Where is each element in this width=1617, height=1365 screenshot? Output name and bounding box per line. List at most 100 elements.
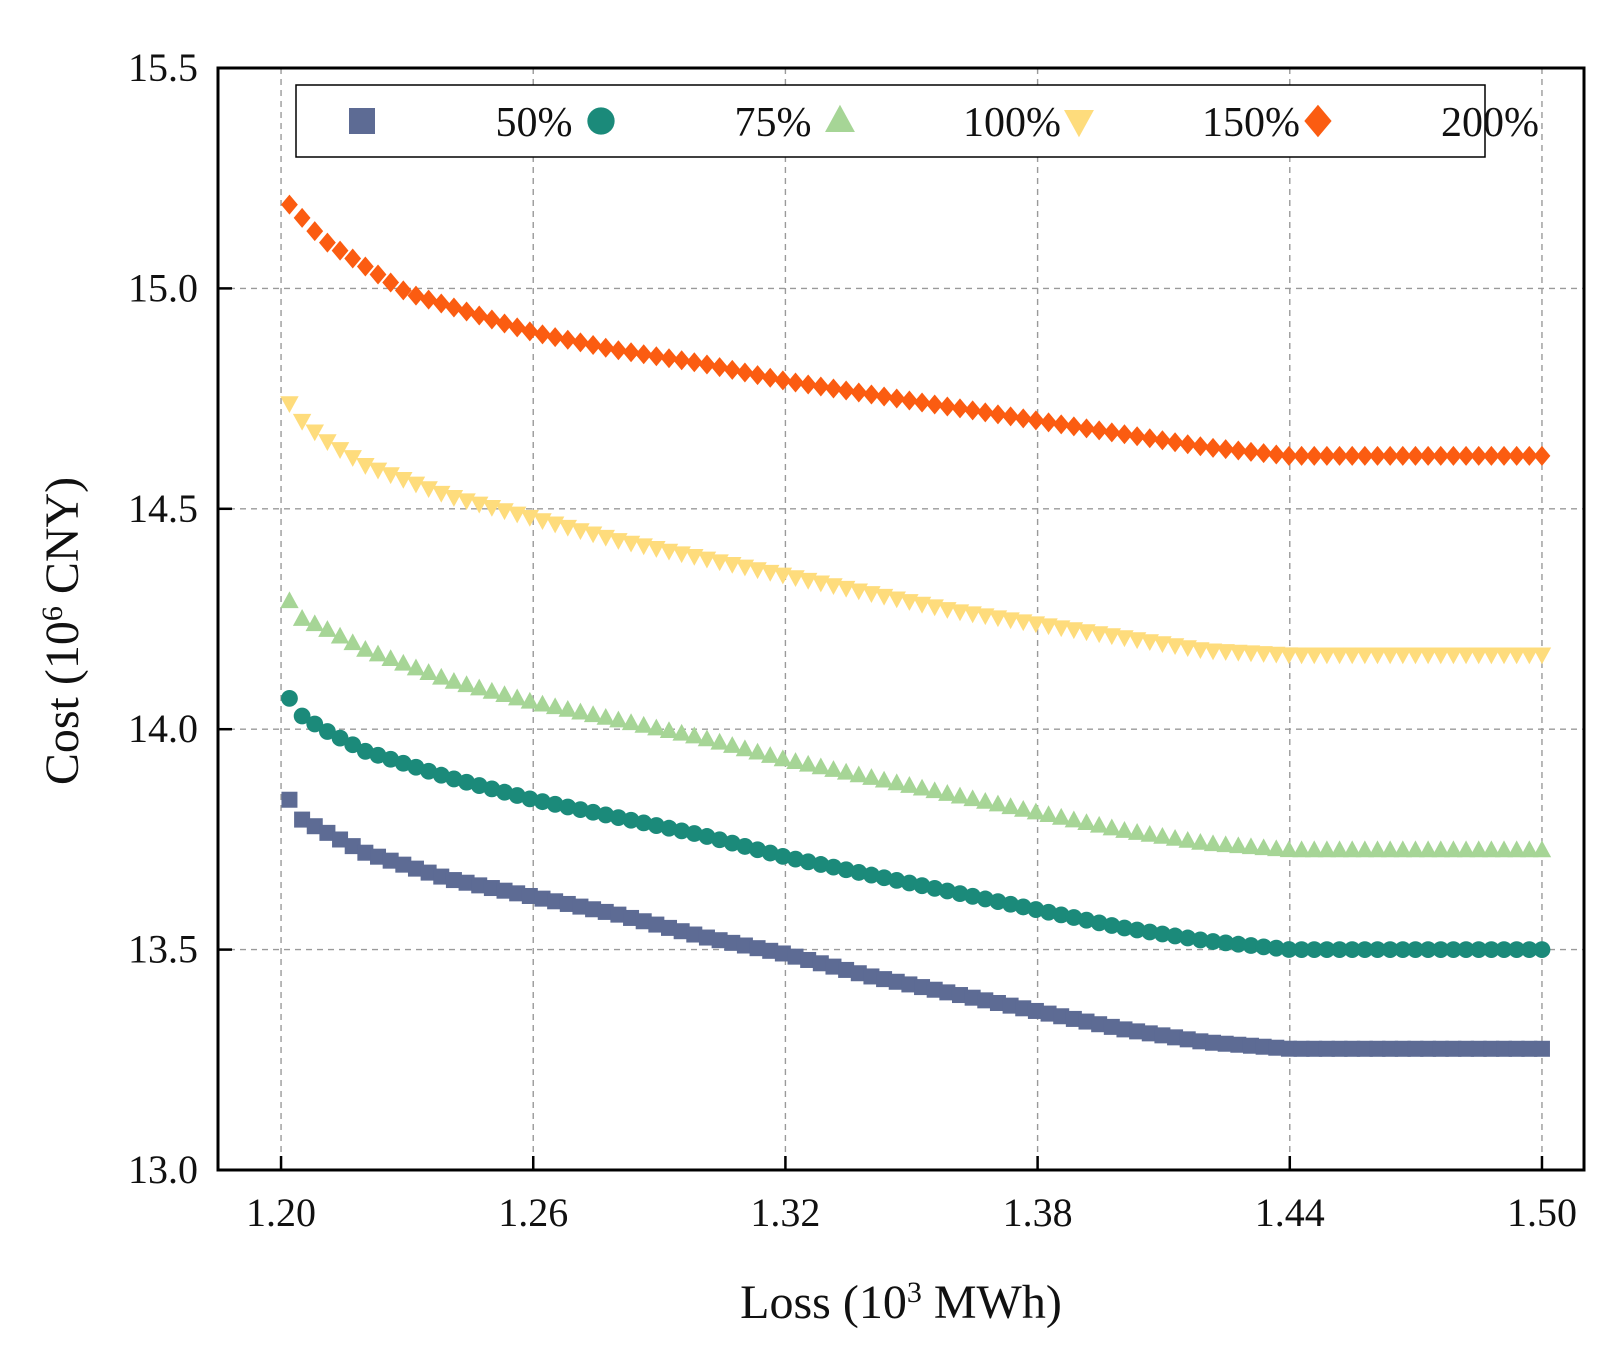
data-point (1483, 1040, 1500, 1057)
data-point (774, 847, 792, 865)
data-point (723, 834, 741, 852)
data-point (1457, 445, 1475, 466)
y-tick-label: 15.5 (128, 45, 198, 90)
data-point (496, 783, 513, 801)
data-point (547, 893, 564, 910)
data-point (1242, 937, 1260, 954)
data-point (496, 882, 513, 899)
data-point (509, 885, 526, 902)
data-point (1445, 1040, 1462, 1057)
data-point (1418, 647, 1438, 665)
data-point (445, 770, 463, 788)
data-point (1356, 445, 1374, 466)
x-tick-label: 1.32 (750, 1190, 820, 1235)
data-point (749, 365, 766, 386)
data-point (685, 825, 703, 842)
data-point (1507, 647, 1526, 665)
data-point (305, 614, 324, 632)
data-point (964, 989, 981, 1006)
data-point (572, 332, 589, 353)
data-point (1203, 643, 1223, 661)
data-point (368, 462, 388, 480)
data-point (1191, 931, 1209, 949)
data-point (445, 297, 463, 318)
data-point (1178, 640, 1197, 658)
data-point (483, 309, 501, 330)
data-point (381, 649, 400, 667)
data-point (407, 285, 425, 306)
data-point (950, 786, 970, 804)
data-point (1154, 430, 1171, 451)
data-point (686, 926, 703, 943)
data-point (1179, 434, 1197, 455)
data-point (1343, 941, 1361, 958)
data-point (306, 715, 324, 733)
data-point (483, 780, 501, 798)
legend-box (295, 84, 1486, 158)
data-point (1165, 638, 1185, 656)
data-point (635, 913, 652, 930)
y-tick-label: 13.0 (128, 1147, 198, 1192)
data-point (1394, 941, 1412, 958)
data-point (609, 809, 627, 826)
data-point (736, 937, 753, 954)
data-point (1040, 903, 1057, 921)
y-tick-label: 14.5 (128, 486, 198, 531)
data-point (1078, 911, 1095, 929)
data-point (1317, 647, 1337, 665)
data-point (913, 392, 931, 413)
data-point (521, 887, 538, 904)
data-point (1355, 840, 1375, 858)
data-point (534, 324, 551, 345)
data-point (1431, 840, 1450, 858)
data-point (926, 394, 944, 415)
data-point (774, 945, 791, 962)
data-point (1216, 835, 1235, 853)
data-point (976, 608, 995, 626)
data-point (800, 951, 817, 968)
data-point (838, 961, 855, 978)
data-point (1065, 416, 1083, 437)
data-point (1205, 1034, 1222, 1051)
data-point (887, 773, 906, 791)
data-point (635, 344, 653, 365)
data-point (812, 376, 830, 397)
x-tick-label: 1.38 (1003, 1190, 1073, 1235)
data-point (964, 887, 982, 905)
data-point (331, 729, 349, 747)
data-point (1318, 941, 1336, 958)
x-axis-label: Loss (103 MWh) (740, 1276, 1062, 1330)
data-point (281, 791, 298, 808)
data-point (1192, 1033, 1209, 1050)
data-point (521, 321, 539, 342)
data-point (1495, 445, 1513, 466)
data-point (330, 442, 350, 459)
data-point (1533, 445, 1551, 466)
data-point (1064, 810, 1084, 828)
data-point (1153, 826, 1172, 844)
data-point (1267, 646, 1286, 664)
data-point (1318, 445, 1336, 466)
data-point (1344, 1040, 1361, 1057)
data-point (1293, 941, 1310, 958)
data-point (1469, 840, 1488, 858)
data-point (546, 327, 564, 348)
data-point (1432, 1040, 1449, 1057)
data-point (1292, 647, 1311, 665)
data-point (292, 609, 312, 626)
data-point (1141, 923, 1159, 941)
data-point (559, 329, 577, 350)
data-point (863, 866, 880, 884)
data-point (1331, 1040, 1348, 1057)
data-point (597, 337, 615, 358)
legend: 50% 75% 100% 150% 200% (295, 84, 1539, 158)
ticks: 1.20 1.26 1.32 1.38 1.44 1.50 13.0 13.5 14.0 14.5… (128, 45, 1577, 1235)
data-point (1128, 426, 1146, 447)
legend-label: 50% (496, 100, 573, 146)
data-point (1241, 837, 1261, 855)
y-tick-label: 15.0 (128, 265, 198, 310)
legend-label: 100% (963, 100, 1061, 146)
data-point (1495, 941, 1513, 958)
data-point (1318, 1040, 1335, 1057)
data-point (432, 667, 451, 685)
